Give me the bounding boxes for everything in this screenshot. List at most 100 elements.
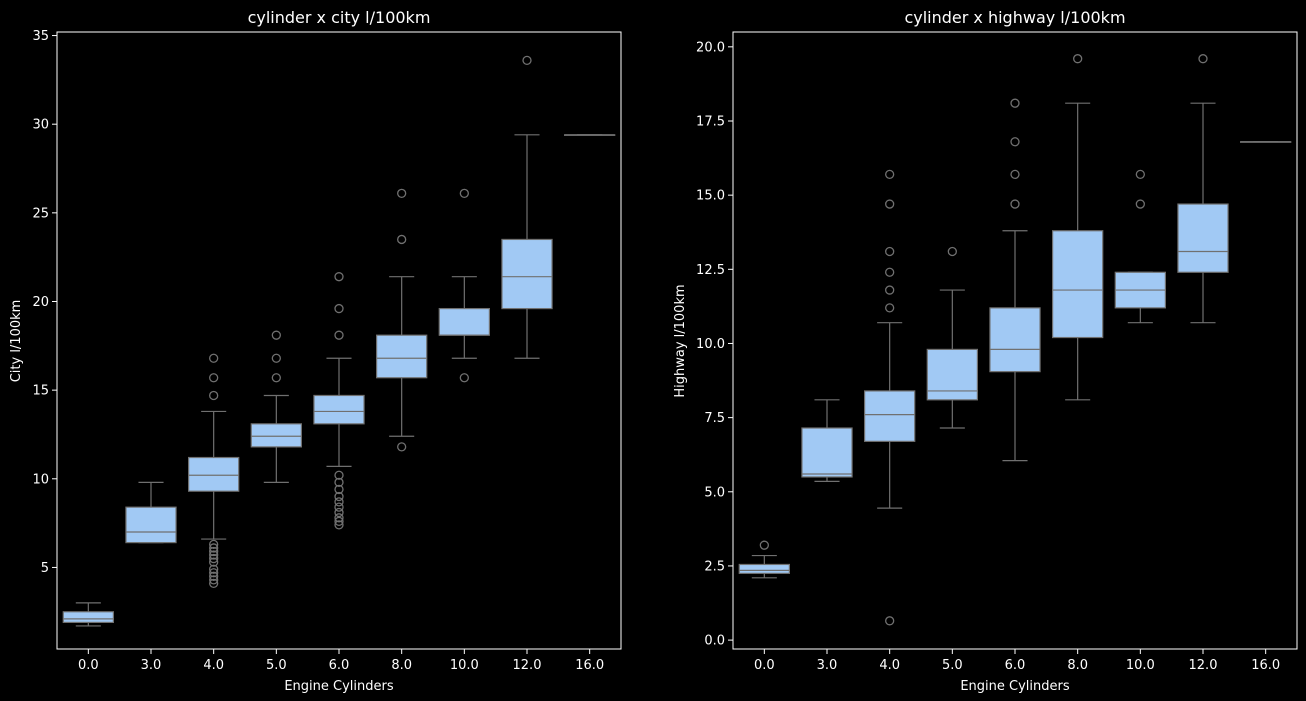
x-tick-label: 0.0 (78, 658, 99, 673)
outlier-point (947, 246, 957, 257)
x-tick-label: 5.0 (266, 658, 287, 673)
y-tick-label: 20.0 (696, 40, 725, 55)
outlier-point (209, 543, 219, 553)
box (501, 238, 553, 310)
box (863, 390, 916, 442)
box-group-4.0 (188, 353, 240, 589)
outlier-point (209, 557, 219, 567)
outlier-point (885, 616, 895, 626)
box-group-12.0 (1177, 54, 1229, 324)
y-axis-label: City l/100km (9, 300, 24, 383)
box-group-4.0 (863, 169, 916, 626)
outlier-point (334, 477, 344, 487)
x-tick-label: 8.0 (391, 658, 412, 673)
box-group-6.0 (313, 272, 365, 530)
outlier-point (397, 442, 407, 452)
highway-boxplot-panel: cylinder x highway l/100km Engine Cylind… (673, 8, 1298, 694)
y-tick-label: 7.5 (704, 411, 725, 426)
outlier-point (459, 373, 469, 383)
x-tick-label: 3.0 (817, 658, 838, 673)
box-group-10.0 (1114, 169, 1167, 324)
y-tick-label: 5 (41, 561, 49, 576)
outlier-point (885, 199, 895, 209)
axes-frame (56, 31, 622, 650)
outlier-point (334, 330, 344, 340)
outlier-point (522, 55, 532, 66)
box-group-8.0 (376, 188, 428, 452)
x-axis-label: Engine Cylinders (960, 679, 1070, 694)
outlier-point (334, 502, 344, 512)
y-tick-label: 10.0 (696, 337, 725, 352)
box-group-5.0 (926, 246, 978, 429)
outlier-point (397, 234, 407, 245)
x-tick-label: 4.0 (879, 658, 900, 673)
box (313, 394, 365, 425)
x-tick-label: 8.0 (1067, 658, 1088, 673)
axes-frame (732, 31, 1298, 650)
outlier-point (334, 303, 344, 314)
outlier-point (209, 568, 219, 578)
y-tick-label: 0.0 (704, 634, 725, 649)
box-group-0.0 (62, 602, 115, 627)
box (438, 307, 490, 336)
box-group-12.0 (501, 55, 553, 359)
outlier-point (885, 285, 895, 295)
outlier-point (209, 575, 219, 585)
box-group-10.0 (438, 188, 490, 383)
box-group-5.0 (250, 330, 302, 483)
x-tick-label: 16.0 (575, 658, 604, 673)
outlier-point (334, 470, 344, 480)
outlier-point (334, 507, 344, 518)
box-group-0.0 (738, 540, 790, 579)
outlier-point (334, 497, 344, 507)
x-tick-label: 0.0 (754, 658, 775, 673)
x-tick-label: 6.0 (329, 658, 350, 673)
x-tick-label: 16.0 (1251, 658, 1280, 673)
box-group-16.0 (563, 134, 616, 136)
x-axis-label: Engine Cylinders (284, 679, 394, 694)
y-tick-label: 12.5 (696, 263, 725, 278)
outlier-point (885, 169, 895, 180)
outlier-point (885, 267, 895, 277)
outlier-point (334, 272, 344, 282)
outlier-point (209, 353, 219, 363)
box (1051, 230, 1104, 339)
outlier-point (334, 491, 344, 502)
outlier-point (271, 373, 281, 383)
outlier-point (1010, 137, 1020, 147)
outlier-point (271, 353, 281, 363)
outlier-point (1135, 169, 1145, 180)
outlier-point (1010, 199, 1020, 209)
x-tick-label: 6.0 (1005, 658, 1026, 673)
x-tick-label: 12.0 (1189, 658, 1218, 673)
y-tick-label: 5.0 (704, 485, 725, 500)
box (738, 563, 790, 574)
chart-title: cylinder x city l/100km (248, 8, 431, 27)
box-group-3.0 (125, 481, 177, 544)
outlier-point (1198, 54, 1208, 64)
box (926, 348, 978, 401)
outlier-point (209, 539, 219, 550)
chart-title: cylinder x highway l/100km (904, 8, 1125, 27)
x-tick-label: 10.0 (1126, 658, 1155, 673)
outlier-point (209, 373, 219, 383)
box (801, 427, 853, 478)
y-tick-label: 30 (32, 118, 49, 133)
box-group-6.0 (989, 98, 1041, 462)
outlier-point (397, 188, 407, 198)
box (1177, 203, 1229, 273)
outlier-point (209, 390, 219, 401)
outlier-point (334, 513, 344, 523)
x-tick-label: 10.0 (450, 658, 479, 673)
x-tick-label: 3.0 (141, 658, 162, 673)
y-tick-label: 25 (32, 206, 49, 221)
outlier-point (334, 516, 344, 526)
outlier-point (1010, 98, 1020, 108)
outlier-point (271, 330, 281, 340)
x-tick-label: 12.0 (513, 658, 542, 673)
y-tick-label: 15 (32, 384, 49, 399)
box (250, 423, 302, 448)
box-group-8.0 (1051, 54, 1104, 401)
